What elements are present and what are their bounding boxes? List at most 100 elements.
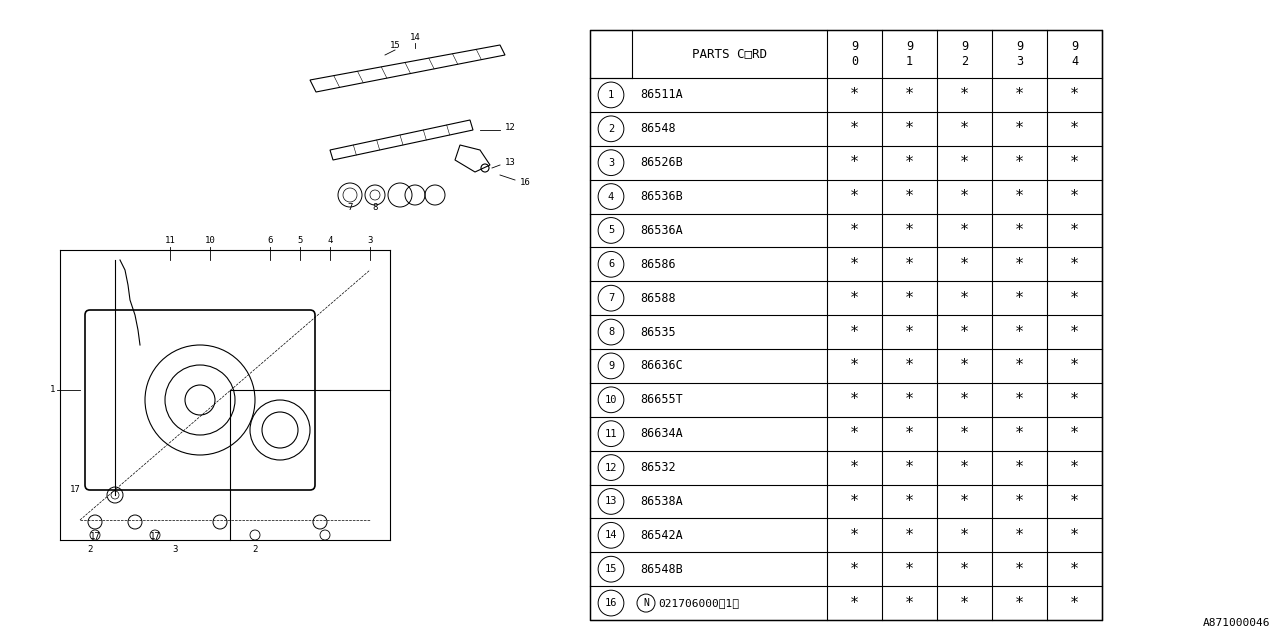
Text: 14: 14 [604,531,617,540]
Text: *: * [960,596,969,611]
Text: *: * [1015,596,1024,611]
Text: 15: 15 [389,41,401,50]
Text: *: * [850,88,859,102]
Text: *: * [850,426,859,441]
Text: *: * [905,562,914,577]
Text: A871000046: A871000046 [1202,618,1270,628]
Text: 10: 10 [604,395,617,405]
Text: *: * [850,324,859,340]
Text: 12: 12 [604,463,617,472]
Bar [590,30,1102,620]
Text: *: * [960,460,969,475]
Text: 86536A: 86536A [640,224,682,237]
Text: 86542A: 86542A [640,529,682,542]
Text: 1: 1 [50,385,55,394]
Text: 8: 8 [608,327,614,337]
Text: *: * [960,324,969,340]
Text: PARTS C□RD: PARTS C□RD [692,47,767,61]
Text: 86511A: 86511A [640,88,682,101]
Text: 11: 11 [604,429,617,438]
Text: *: * [850,257,859,272]
Text: *: * [1015,562,1024,577]
Text: *: * [905,324,914,340]
Text: *: * [1015,460,1024,475]
Text: *: * [905,155,914,170]
Text: *: * [1015,291,1024,306]
Text: 15: 15 [604,564,617,574]
Text: N: N [643,598,649,608]
Text: 86588: 86588 [640,292,676,305]
Text: 2: 2 [87,545,92,554]
Text: 7: 7 [347,203,353,212]
Text: *: * [1070,596,1079,611]
Text: *: * [905,460,914,475]
Text: *: * [960,122,969,136]
Text: 86586: 86586 [640,258,676,271]
Text: *: * [960,257,969,272]
Text: 86636C: 86636C [640,360,682,372]
Text: *: * [905,291,914,306]
Text: *: * [850,392,859,407]
Text: *: * [850,122,859,136]
Text: *: * [905,223,914,238]
Text: 9
0: 9 0 [851,40,858,68]
Text: 4: 4 [608,191,614,202]
Text: *: * [960,562,969,577]
Text: 14: 14 [410,33,420,42]
Text: 021706000〈1〉: 021706000〈1〉 [658,598,739,608]
Text: *: * [905,358,914,373]
Text: *: * [1015,324,1024,340]
Text: *: * [905,494,914,509]
Text: 9: 9 [608,361,614,371]
Text: 10: 10 [205,236,215,245]
Text: *: * [960,88,969,102]
Text: *: * [1015,426,1024,441]
Text: 11: 11 [165,236,175,245]
Text: *: * [1015,223,1024,238]
Text: *: * [1070,189,1079,204]
Text: 9
2: 9 2 [961,40,968,68]
Text: *: * [1070,155,1079,170]
Text: *: * [850,358,859,373]
Text: *: * [960,155,969,170]
Text: *: * [1070,88,1079,102]
Text: *: * [905,88,914,102]
Text: *: * [1070,291,1079,306]
Text: 16: 16 [604,598,617,608]
Text: 17: 17 [90,532,100,541]
Text: 9
1: 9 1 [906,40,913,68]
Text: *: * [1015,358,1024,373]
Text: 13: 13 [504,158,516,167]
Text: *: * [905,189,914,204]
Text: *: * [960,291,969,306]
Text: 86548: 86548 [640,122,676,135]
Text: *: * [850,528,859,543]
Text: 86634A: 86634A [640,427,682,440]
Text: *: * [960,392,969,407]
Text: 5: 5 [608,225,614,236]
Text: *: * [1015,528,1024,543]
Text: *: * [905,257,914,272]
Text: 86538A: 86538A [640,495,682,508]
Text: 13: 13 [604,497,617,506]
Text: 17: 17 [69,485,81,494]
Text: *: * [850,596,859,611]
Text: *: * [850,494,859,509]
Text: *: * [1015,88,1024,102]
Text: 5: 5 [297,236,302,245]
Text: *: * [1070,562,1079,577]
Text: *: * [1070,223,1079,238]
Text: *: * [960,189,969,204]
Text: 1: 1 [608,90,614,100]
Text: 17: 17 [150,532,160,541]
Text: 2: 2 [608,124,614,134]
Text: *: * [960,528,969,543]
Text: *: * [850,155,859,170]
Text: 86526B: 86526B [640,156,682,169]
Text: *: * [1015,189,1024,204]
Text: *: * [850,189,859,204]
Text: *: * [905,596,914,611]
Text: 6: 6 [268,236,273,245]
Text: 2: 2 [252,545,257,554]
Text: *: * [905,122,914,136]
